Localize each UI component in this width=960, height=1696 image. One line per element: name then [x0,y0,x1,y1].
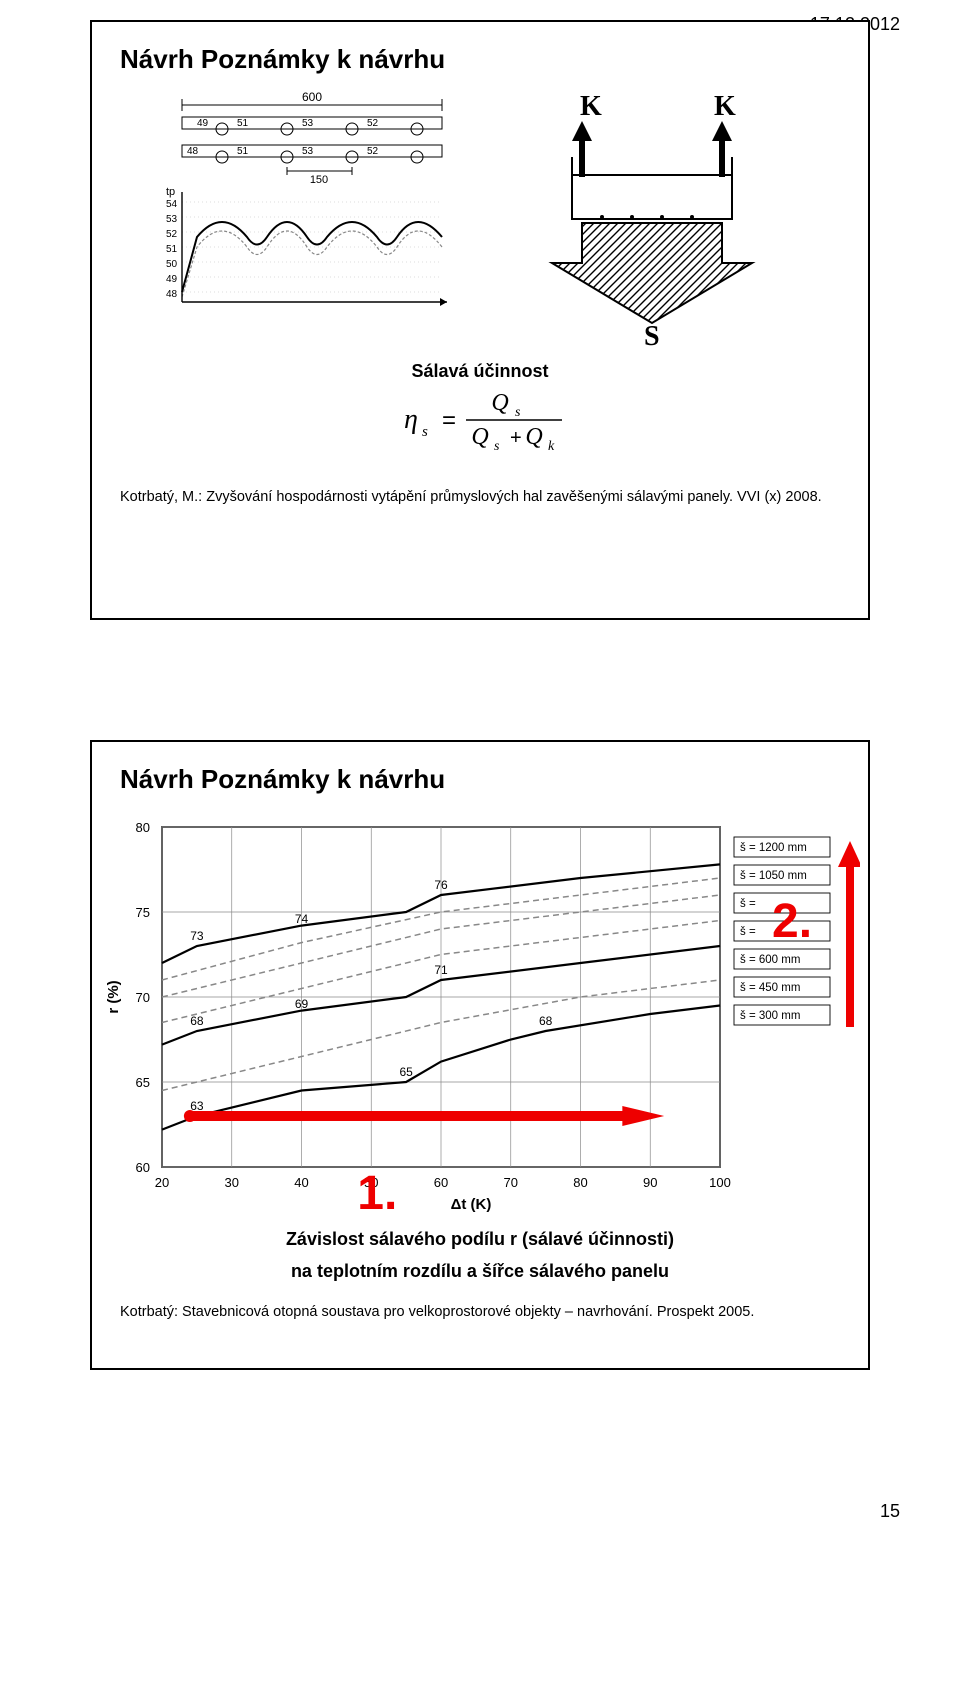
page-number: 15 [880,1501,900,1522]
s-label: S [644,321,660,347]
den-qa: Q [471,424,488,450]
svg-text:70: 70 [136,990,150,1005]
svg-text:š = 450 mm: š = 450 mm [740,982,800,994]
llab-0: 48 [187,146,199,157]
temp-profile-diagram: 600 49 51 53 52 48 51 53 [142,87,462,327]
slide-2-title: Návrh Poznámky k návrhu [92,742,868,807]
formula-svg: η s = Q s Q s + Q k [370,382,590,458]
svg-text:76: 76 [434,878,448,892]
svg-text:48: 48 [166,289,178,300]
svg-text:80: 80 [136,820,150,835]
svg-text:69: 69 [295,997,309,1011]
svg-text:20: 20 [155,1175,169,1190]
slide-2: Návrh Poznámky k návrhu 2030405060708090… [90,740,870,1370]
svg-text:51: 51 [166,244,178,255]
svg-text:52: 52 [166,229,178,240]
ulab-0: 49 [197,118,209,129]
svg-text:š = 600 mm: š = 600 mm [740,954,800,966]
svg-text:53: 53 [166,214,178,225]
svg-text:=: = [442,407,456,434]
formula-label: Sálavá účinnost [92,361,868,382]
caption-2: na teplotním rozdílu a šířce sálavého pa… [92,1259,868,1283]
svg-text:68: 68 [539,1014,553,1028]
svg-text:90: 90 [643,1175,657,1190]
svg-text:80: 80 [573,1175,587,1190]
svg-text:70: 70 [504,1175,518,1190]
svg-text:65: 65 [399,1065,413,1079]
efficiency-chart: 20304050607080901006065707580Δt (K)r (%)… [100,807,860,1227]
llab-3: 52 [367,146,379,157]
svg-text:100: 100 [709,1175,731,1190]
den-qb-sub: k [548,439,555,454]
page: 17.12.2012 Návrh Poznámky k návrhu 600 [0,0,960,1530]
num-q: Q [491,390,508,416]
svg-text:r (%): r (%) [105,980,122,1013]
slide-1-citation: Kotrbatý, M.: Zvyšování hospodárnosti vy… [92,469,868,527]
formula-block: Sálavá účinnost η s = Q s Q s + Q k [92,361,868,463]
llab-1: 51 [237,146,249,157]
dim-total: 600 [302,90,322,104]
ymark: tp [166,186,175,198]
svg-text:49: 49 [166,274,178,285]
den-qa-sub: s [494,439,500,454]
num-sub: s [515,405,521,420]
slide-1-title: Návrh Poznámky k návrhu [92,22,868,87]
svg-text:40: 40 [294,1175,308,1190]
slide-1-figures: 600 49 51 53 52 48 51 53 [92,87,868,347]
ulab-3: 52 [367,118,379,129]
svg-text:2.: 2. [772,895,812,948]
svg-text:1.: 1. [357,1167,397,1220]
k-right: K [714,91,736,122]
svg-text:54: 54 [166,199,178,210]
svg-text:75: 75 [136,905,150,920]
svg-text:30: 30 [225,1175,239,1190]
svg-text:65: 65 [136,1075,150,1090]
llab-2: 53 [302,146,314,157]
svg-text:71: 71 [434,963,448,977]
svg-text:š =: š = [740,898,756,910]
caption-1: Závislost sálavého podílu r (sálavé účin… [92,1227,868,1251]
svg-text:š = 300 mm: š = 300 mm [740,1010,800,1022]
svg-text:+: + [510,427,522,449]
eta-sub: s [422,424,428,440]
svg-text:74: 74 [295,912,309,926]
svg-text:š = 1200 mm: š = 1200 mm [740,842,807,854]
k-left: K [580,91,602,122]
svg-text:60: 60 [136,1160,150,1175]
svg-text:50: 50 [166,259,178,270]
svg-text:Δt (K): Δt (K) [451,1196,492,1213]
cross-section-diagram: K K [522,87,782,347]
ulab-1: 51 [237,118,249,129]
slide-1: Návrh Poznámky k návrhu 600 [90,20,870,620]
eta: η [404,404,418,435]
dim-seg: 150 [310,174,328,186]
den-qb: Q [525,424,542,450]
ulab-2: 53 [302,118,314,129]
slide-2-citation: Kotrbatý: Stavebnicová otopná soustava p… [92,1294,868,1342]
y-ticks: 54 53 52 51 50 49 48 [166,199,178,300]
svg-text:š =: š = [740,926,756,938]
svg-text:68: 68 [190,1014,204,1028]
svg-text:š = 1050 mm: š = 1050 mm [740,870,807,882]
svg-text:60: 60 [434,1175,448,1190]
svg-text:73: 73 [190,929,204,943]
